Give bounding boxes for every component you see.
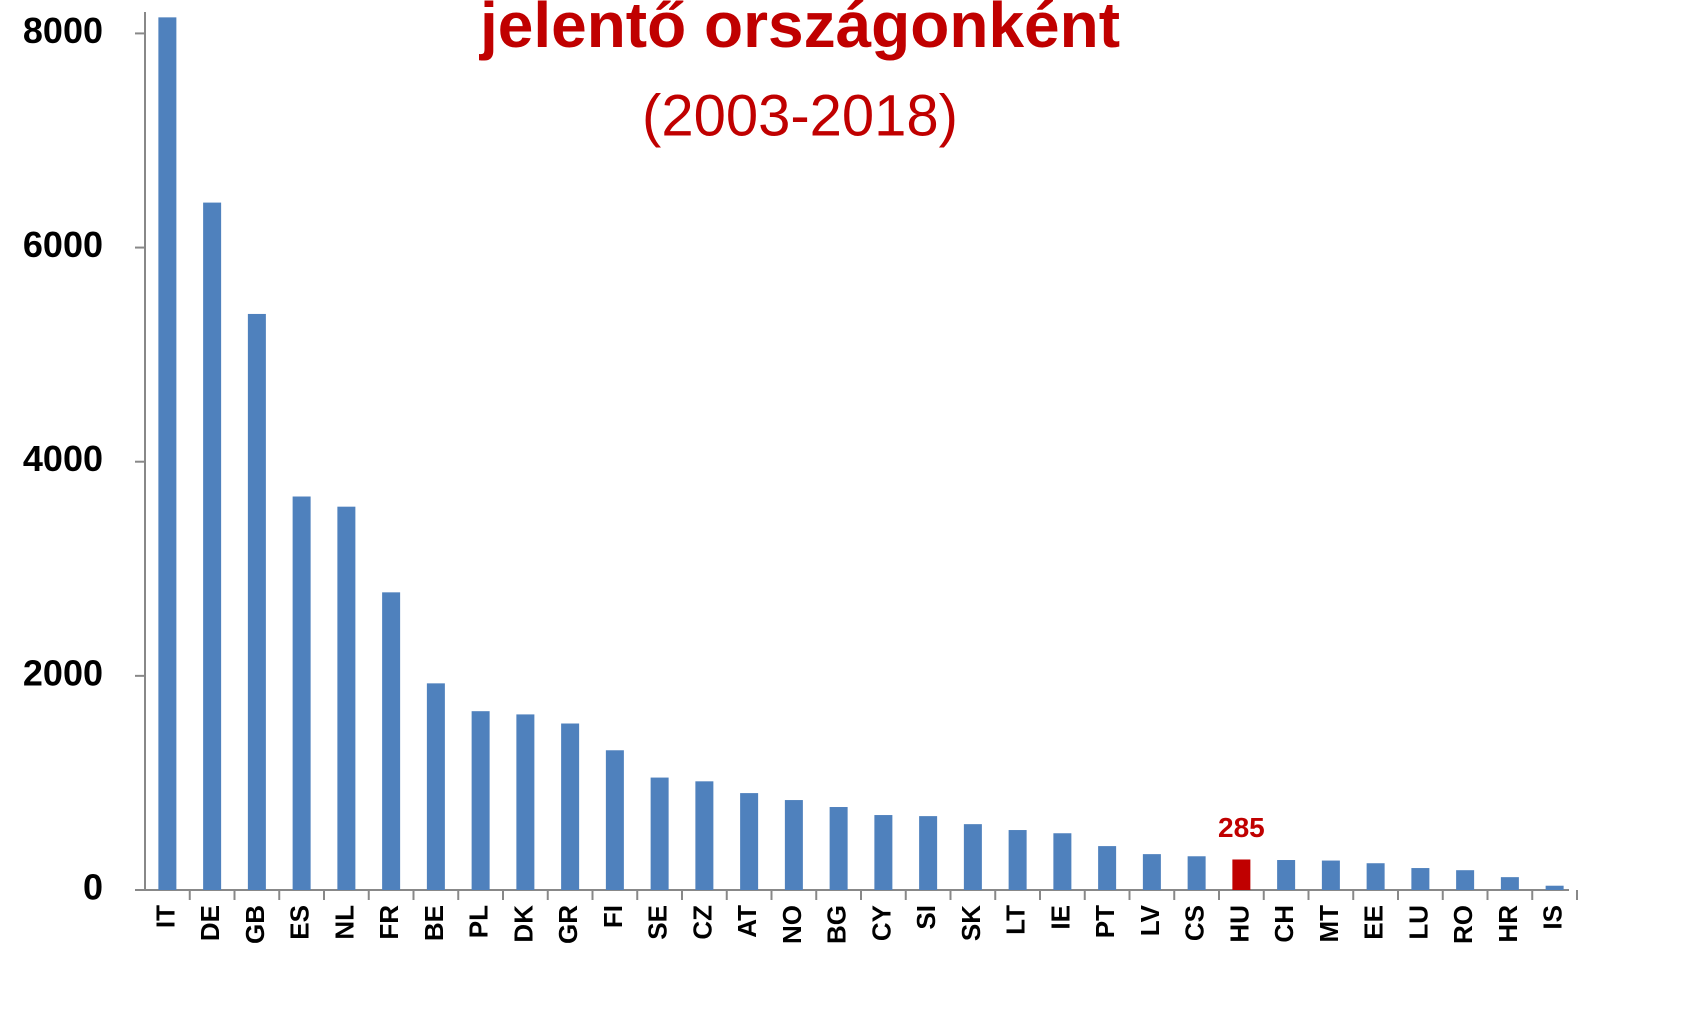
x-tick-label: SE	[643, 905, 673, 940]
x-tick-label: LU	[1403, 905, 1433, 940]
chart-title: jelentő országonként	[479, 0, 1120, 61]
x-tick-label: ES	[285, 905, 315, 940]
x-tick-label: BG	[822, 905, 852, 944]
bar	[829, 807, 848, 890]
bar	[605, 750, 624, 890]
x-tick-label: CY	[866, 905, 896, 941]
bar	[1098, 846, 1117, 890]
x-tick-label: GR	[553, 905, 583, 944]
bar	[426, 683, 445, 890]
bar	[784, 800, 803, 890]
bar	[247, 313, 266, 890]
bar	[874, 815, 893, 890]
x-tick-label: PT	[1090, 905, 1120, 938]
bar	[1142, 854, 1161, 890]
bar	[382, 592, 401, 890]
x-tick-label: LV	[1135, 904, 1165, 936]
x-tick-label: LT	[1001, 905, 1031, 935]
bar	[695, 781, 714, 890]
chart-subtitle: (2003-2018)	[642, 83, 958, 148]
x-tick-label: GB	[240, 905, 270, 944]
x-tick-label: SI	[911, 905, 941, 930]
x-tick-label: IE	[1045, 905, 1075, 930]
bar	[650, 777, 669, 890]
x-tick-label: PL	[464, 905, 494, 938]
bar	[1232, 859, 1251, 890]
x-tick-label: MT	[1314, 905, 1344, 943]
x-tick-label: EE	[1359, 905, 1389, 940]
bar	[1008, 830, 1027, 890]
bar	[919, 816, 938, 890]
bar	[1500, 877, 1519, 890]
bar	[471, 711, 490, 890]
x-tick-label: CS	[1180, 905, 1210, 941]
x-tick-label: NO	[777, 905, 807, 944]
y-tick-label: 8000	[23, 10, 103, 51]
bar	[1321, 860, 1340, 890]
bar	[292, 496, 311, 890]
bar	[1456, 870, 1475, 890]
x-tick-label: AT	[732, 905, 762, 938]
x-tick-label: DE	[195, 905, 225, 941]
x-tick-label: SK	[956, 905, 986, 941]
x-tick-label: CH	[1269, 905, 1299, 943]
bar	[1053, 833, 1072, 890]
bar	[963, 824, 982, 890]
data-label: 285	[1218, 812, 1265, 843]
bar	[337, 506, 356, 890]
x-tick-label: IT	[150, 905, 180, 928]
x-tick-label: FI	[598, 905, 628, 928]
x-tick-label: IS	[1538, 905, 1568, 930]
bar	[1411, 868, 1430, 890]
x-tick-label: HR	[1493, 905, 1523, 943]
y-tick-label: 4000	[23, 438, 103, 479]
bar	[1366, 863, 1385, 890]
y-tick-label: 6000	[23, 224, 103, 265]
x-tick-label: NL	[329, 905, 359, 940]
bar	[203, 202, 222, 891]
bar	[1277, 860, 1296, 890]
bar	[1187, 856, 1206, 890]
bar	[561, 723, 580, 890]
x-tick-label: DK	[508, 905, 538, 943]
x-tick-label: RO	[1448, 905, 1478, 944]
x-tick-label: HU	[1224, 905, 1254, 943]
bar	[158, 17, 177, 891]
bar	[740, 793, 759, 890]
y-tick-label: 0	[83, 867, 103, 908]
x-tick-label: CZ	[687, 905, 717, 940]
x-tick-label: BE	[419, 905, 449, 941]
bar	[516, 714, 535, 890]
x-tick-label: FR	[374, 905, 404, 940]
y-tick-label: 2000	[23, 652, 103, 693]
bar	[1545, 885, 1564, 890]
